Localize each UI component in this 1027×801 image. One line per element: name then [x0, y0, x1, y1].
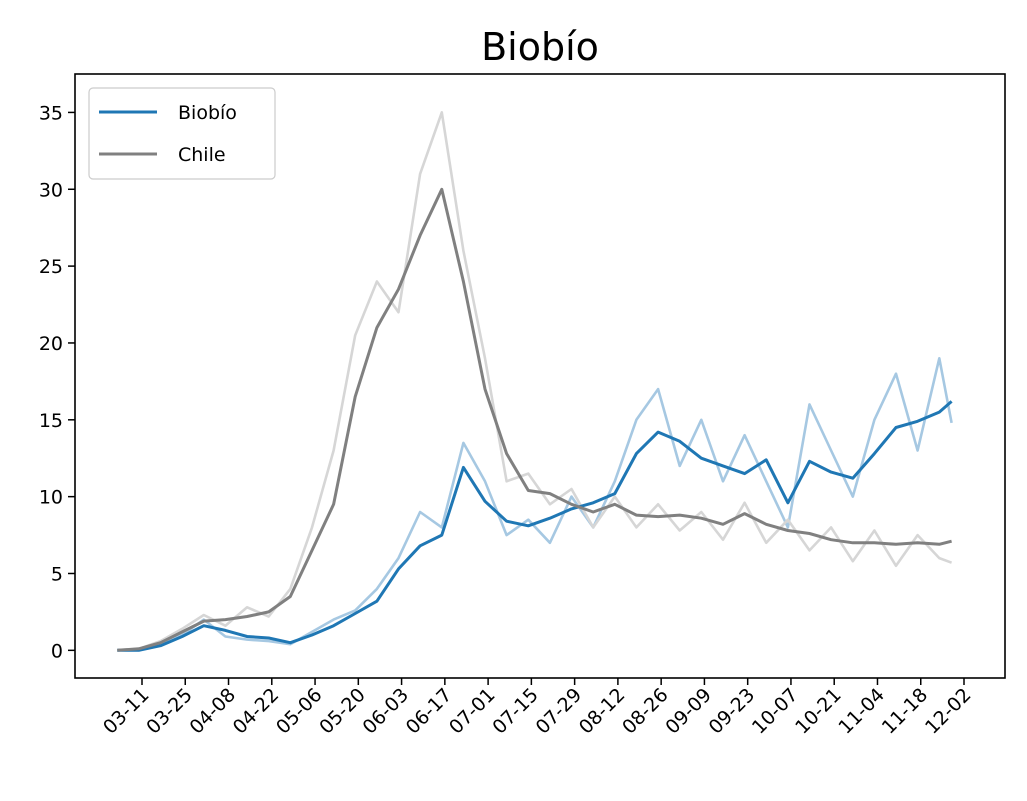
series-line-biobio [117, 400, 953, 652]
legend-label-biobio: Biobío [178, 102, 237, 124]
legend-label-chile: Chile [178, 144, 226, 166]
raw-series-layer [117, 111, 953, 652]
chart-title: Biobío [481, 25, 599, 69]
y-tick-label: 30 [39, 179, 63, 201]
series-raw-line-biobio [117, 356, 953, 652]
y-tick-label: 15 [39, 410, 63, 432]
legend: Biobío Chile [88, 87, 276, 180]
y-tick-label: 35 [39, 102, 63, 124]
smoothed-series-layer [117, 187, 953, 652]
y-tick-label: 0 [51, 640, 63, 662]
series-raw-line-chile [117, 111, 953, 652]
y-tick-label: 25 [39, 256, 63, 278]
series-line-chile [117, 187, 952, 652]
y-tick-label: 20 [39, 333, 63, 355]
y-tick-label: 10 [39, 487, 63, 509]
plot-frame [74, 73, 1006, 679]
y-tick-label: 5 [51, 563, 63, 585]
